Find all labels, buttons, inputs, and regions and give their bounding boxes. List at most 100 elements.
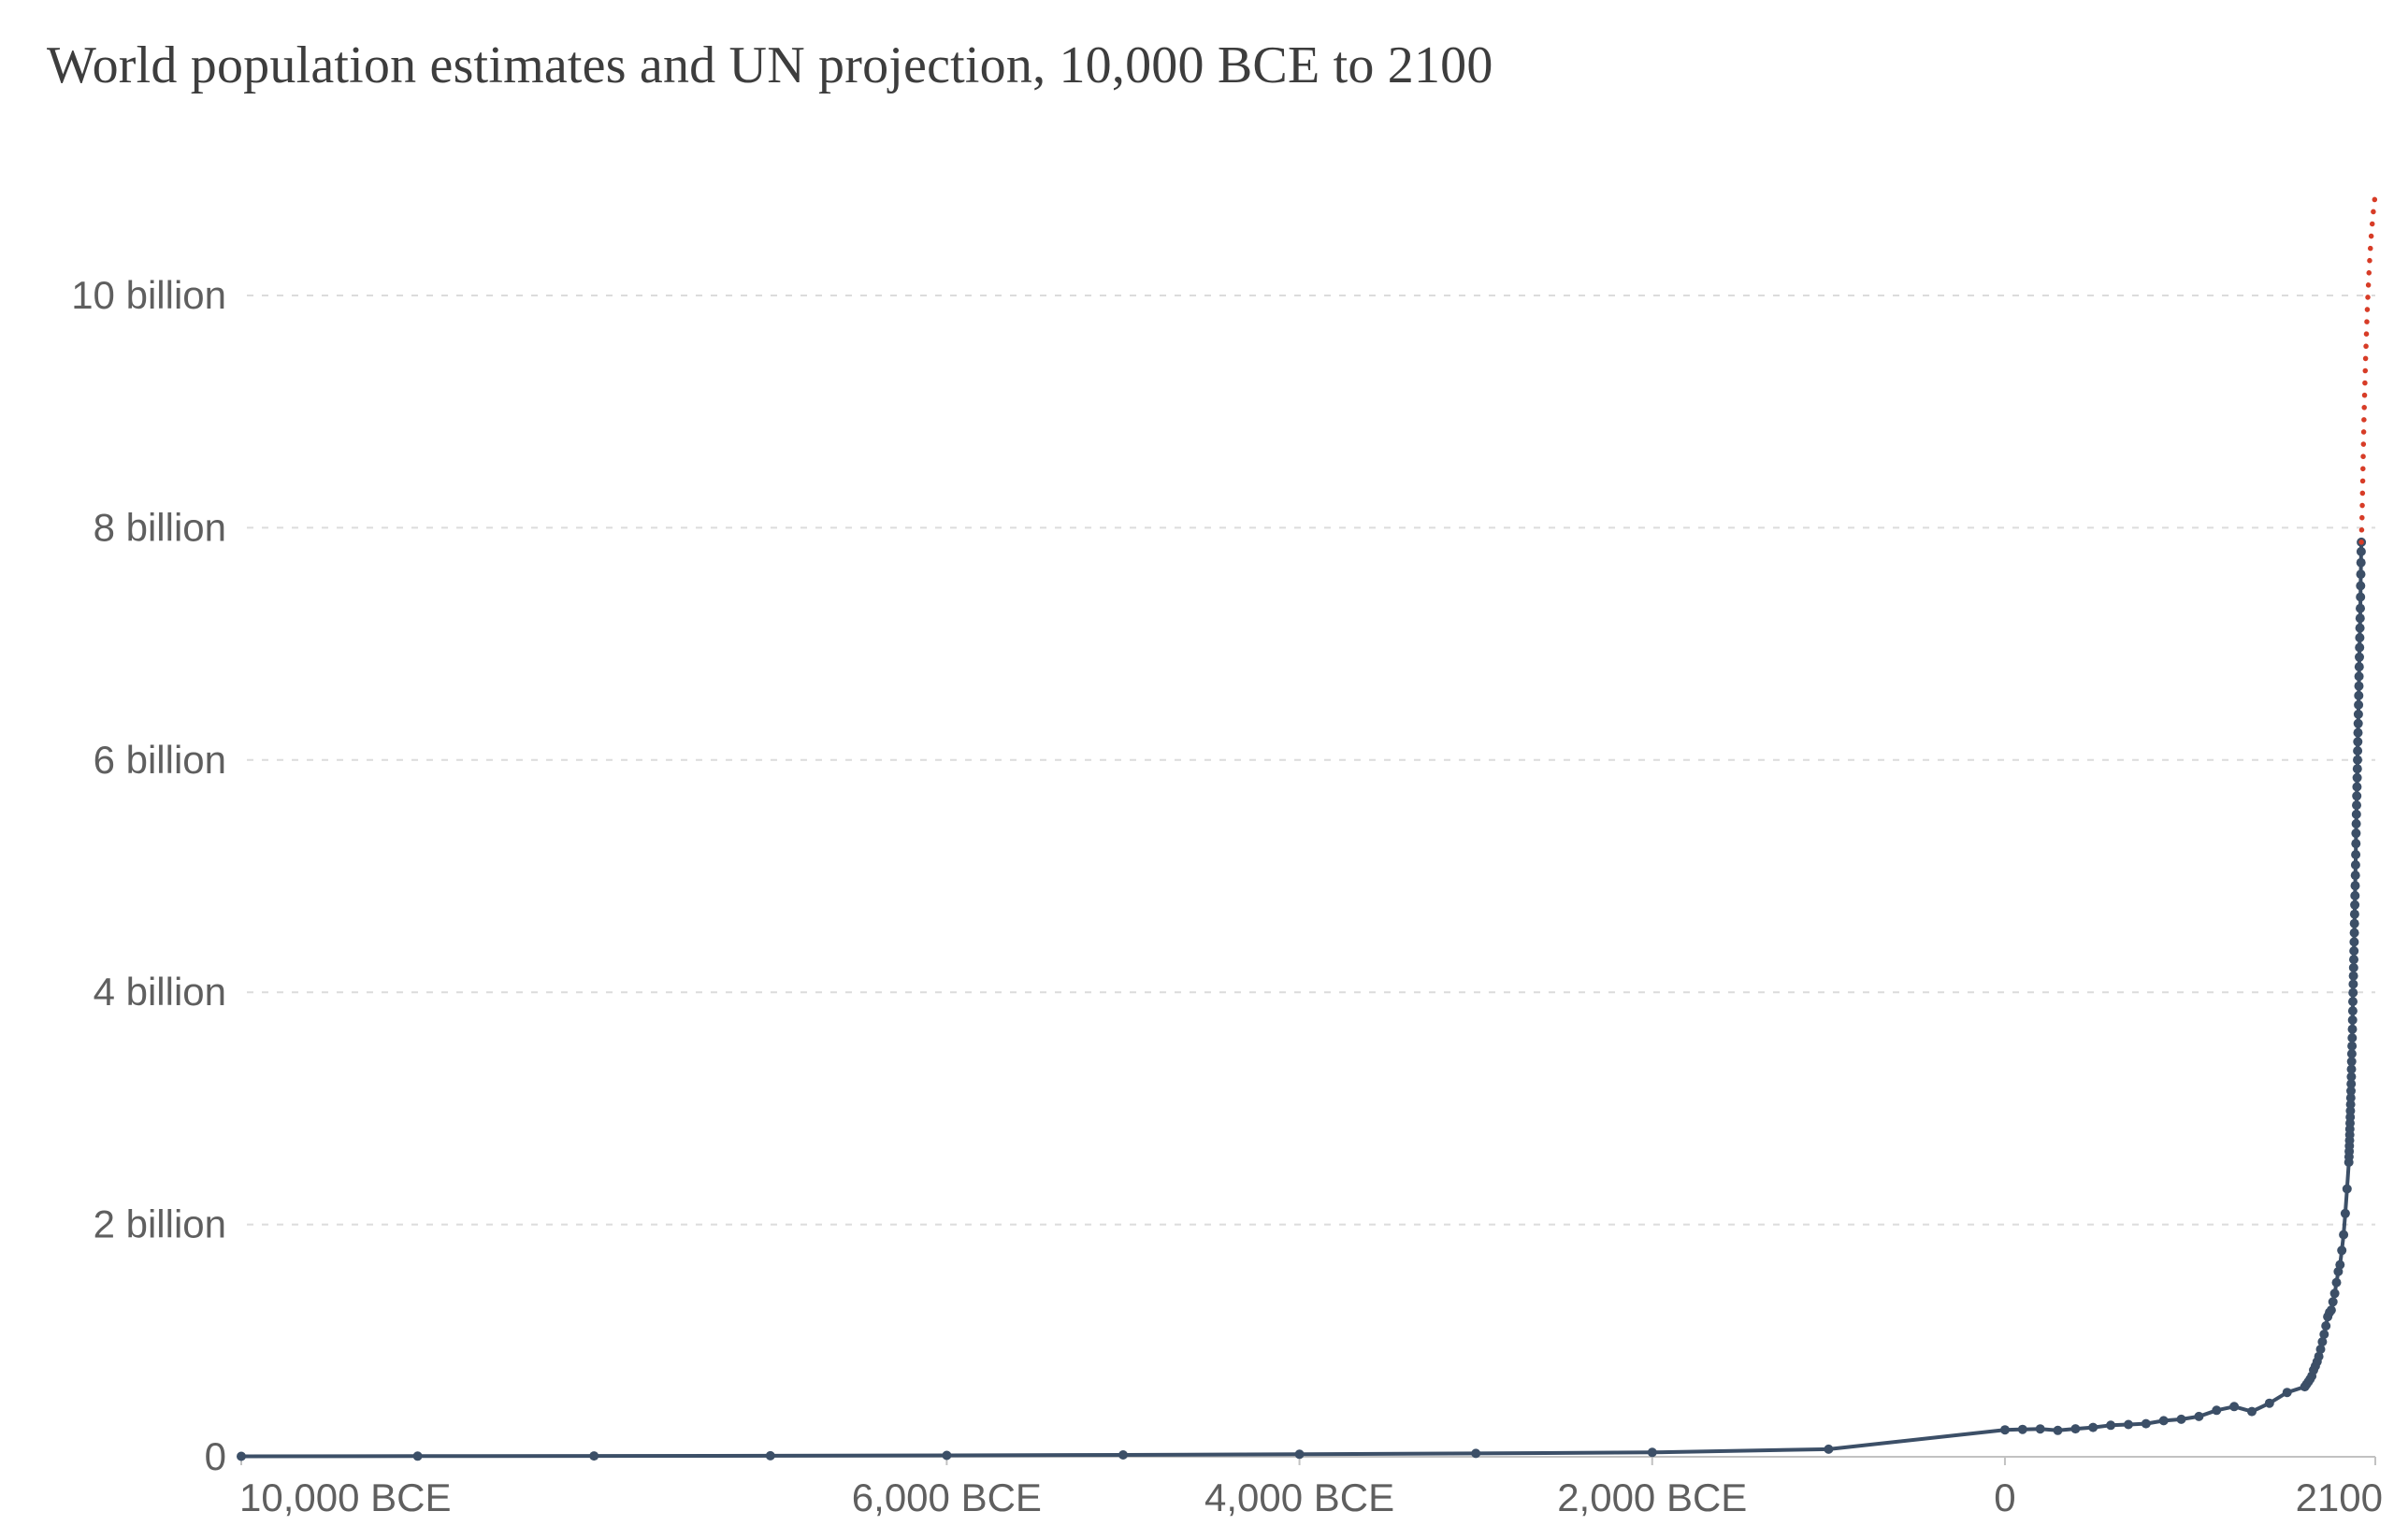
data-point bbox=[2355, 613, 2365, 624]
data-point bbox=[2350, 900, 2360, 910]
y-tick-label: 0 bbox=[205, 1434, 226, 1478]
data-point bbox=[2282, 1388, 2292, 1398]
data-point bbox=[1647, 1447, 1657, 1458]
data-point bbox=[2329, 1288, 2340, 1299]
data-point bbox=[2353, 727, 2363, 738]
data-point bbox=[2350, 881, 2360, 891]
data-point bbox=[2350, 871, 2360, 881]
data-point bbox=[2345, 1093, 2356, 1103]
data-point bbox=[2347, 1006, 2358, 1016]
data-point bbox=[2348, 971, 2358, 981]
data-point bbox=[2352, 764, 2362, 774]
data-point bbox=[2124, 1419, 2133, 1430]
data-point bbox=[2354, 671, 2364, 682]
y-tick-label: 2 billion bbox=[94, 1202, 226, 1246]
data-point bbox=[2000, 1425, 2010, 1435]
data-point bbox=[1471, 1448, 1481, 1459]
data-point bbox=[2352, 772, 2362, 783]
data-point bbox=[942, 1450, 952, 1461]
data-point bbox=[2350, 890, 2360, 900]
data-point bbox=[2353, 746, 2363, 756]
data-point bbox=[2349, 955, 2358, 965]
data-point bbox=[589, 1451, 599, 1461]
data-point bbox=[2347, 1033, 2358, 1043]
data-point bbox=[2345, 1100, 2356, 1110]
data-point bbox=[2315, 1345, 2326, 1354]
data-point bbox=[2141, 1418, 2151, 1429]
data-point bbox=[2347, 1041, 2358, 1051]
data-point bbox=[2346, 1049, 2357, 1058]
data-point bbox=[237, 1451, 246, 1461]
data-point bbox=[2347, 1024, 2358, 1034]
x-tick-label: 6,000 BCE bbox=[852, 1475, 1042, 1519]
data-point bbox=[2331, 1277, 2342, 1288]
data-point bbox=[2355, 652, 2364, 662]
data-point bbox=[2346, 1072, 2357, 1082]
data-point bbox=[2212, 1405, 2222, 1416]
data-point bbox=[2346, 1064, 2357, 1074]
data-point bbox=[2035, 1424, 2045, 1434]
y-tick-label: 10 billion bbox=[71, 273, 226, 317]
data-point bbox=[2106, 1420, 2116, 1431]
data-point bbox=[2352, 782, 2362, 792]
data-point bbox=[2349, 928, 2359, 938]
x-tick-label: 2,000 BCE bbox=[1557, 1475, 1747, 1519]
data-point bbox=[2335, 1259, 2345, 1270]
data-point bbox=[2321, 1321, 2331, 1331]
data-point bbox=[2348, 997, 2358, 1007]
data-point bbox=[2350, 860, 2360, 870]
data-point bbox=[412, 1451, 423, 1461]
data-point bbox=[2356, 569, 2366, 580]
data-point bbox=[2349, 946, 2359, 956]
data-point bbox=[2319, 1330, 2329, 1339]
data-point bbox=[2354, 662, 2364, 672]
data-point bbox=[2354, 699, 2364, 710]
data-point bbox=[2053, 1425, 2063, 1435]
data-point bbox=[2349, 909, 2359, 919]
data-point bbox=[2351, 809, 2361, 819]
data-point bbox=[1824, 1444, 1834, 1454]
data-point bbox=[2349, 937, 2359, 947]
data-point bbox=[2351, 828, 2361, 839]
x-tick-label: 0 bbox=[1994, 1475, 2015, 1519]
data-point bbox=[2346, 1086, 2356, 1096]
data-point bbox=[2356, 581, 2366, 591]
data-point bbox=[2346, 1079, 2357, 1089]
data-point bbox=[2356, 557, 2366, 568]
y-tick-label: 6 billion bbox=[94, 738, 226, 782]
x-tick-label: 2100 bbox=[2296, 1475, 2383, 1519]
data-point bbox=[2353, 718, 2363, 728]
data-point bbox=[765, 1450, 775, 1461]
data-point bbox=[2017, 1424, 2027, 1434]
data-point bbox=[2229, 1402, 2240, 1412]
data-point bbox=[2070, 1424, 2081, 1434]
data-point bbox=[2317, 1337, 2328, 1346]
data-point bbox=[2347, 1015, 2358, 1025]
data-point bbox=[2158, 1416, 2169, 1426]
data-point bbox=[2342, 1184, 2352, 1194]
projection-line bbox=[2358, 190, 2378, 545]
data-point bbox=[2355, 633, 2365, 642]
data-point bbox=[2351, 819, 2361, 828]
y-tick-label: 8 billion bbox=[94, 505, 226, 549]
data-point bbox=[2340, 1208, 2350, 1218]
data-point bbox=[2247, 1406, 2257, 1417]
data-point bbox=[2194, 1411, 2204, 1421]
data-point bbox=[2353, 709, 2363, 719]
chart-title: World population estimates and UN projec… bbox=[47, 36, 1493, 94]
data-point bbox=[2355, 642, 2365, 653]
data-point bbox=[1118, 1450, 1128, 1460]
data-point bbox=[2337, 1245, 2347, 1256]
data-point bbox=[2354, 690, 2364, 700]
data-point bbox=[2176, 1414, 2186, 1424]
data-point bbox=[2264, 1398, 2274, 1408]
data-point bbox=[2339, 1230, 2349, 1240]
y-tick-label: 4 billion bbox=[94, 970, 226, 1014]
data-point bbox=[2352, 800, 2361, 811]
data-point bbox=[2314, 1351, 2324, 1361]
x-tick-label: 10,000 BCE bbox=[239, 1475, 452, 1519]
data-point bbox=[2326, 1305, 2336, 1316]
data-point bbox=[2348, 962, 2358, 972]
